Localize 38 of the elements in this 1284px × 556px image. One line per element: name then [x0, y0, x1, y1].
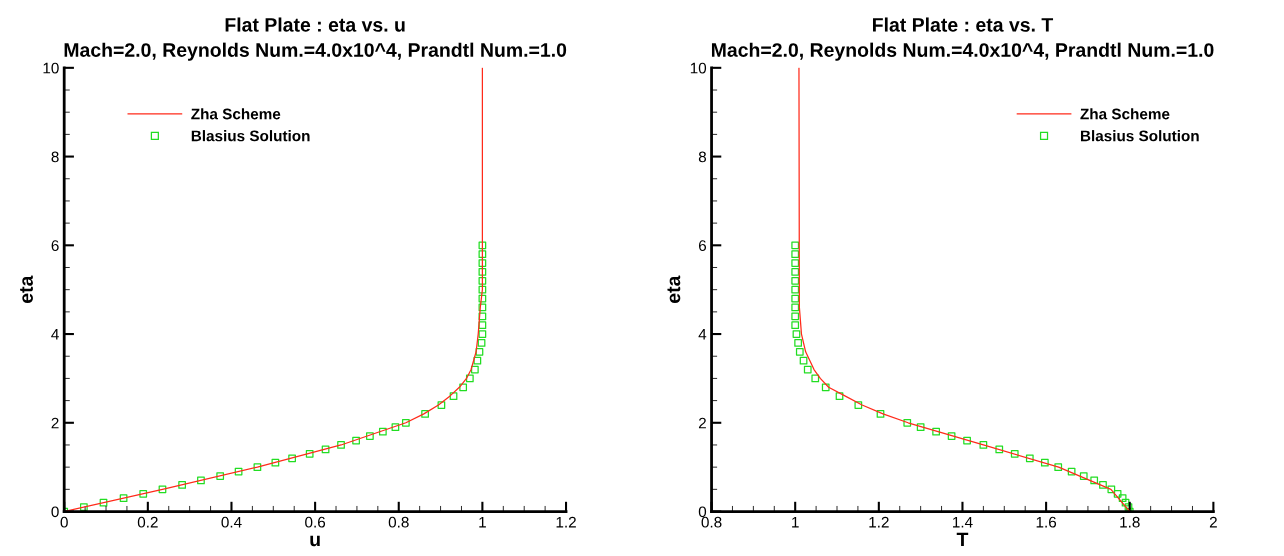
legend-label: Blasius Solution [1080, 130, 1199, 142]
x-tick-label: 1.6 [1036, 516, 1057, 528]
legend-label: Blasius Solution [191, 130, 310, 142]
x-tick-label: 1 [479, 516, 486, 528]
x-tick-label: 0.6 [305, 516, 326, 528]
y-tick-label: 6 [698, 240, 707, 251]
legend-label: Zha Scheme [1080, 108, 1170, 120]
x-tick-label: 0.4 [221, 516, 242, 528]
x-tick-label: 0.2 [137, 516, 158, 528]
y-tick-label: 6 [51, 240, 59, 251]
y-tick-label: 4 [698, 329, 707, 340]
y-tick-label: 2 [51, 417, 59, 429]
x-tick-label: 1.8 [1120, 516, 1140, 528]
x-tick-label: 1.4 [953, 516, 973, 528]
chart-title: Flat Plate : eta vs. u [225, 17, 405, 32]
chart-subtitle: Mach=2.0, Reynolds Num.=4.0x10^4, Prandtl Num.=1.0 [64, 42, 567, 61]
legend-label: Zha Scheme [191, 108, 281, 120]
x-tick-label: 1 [792, 516, 799, 528]
x-tick-label: 0.8 [388, 516, 409, 528]
x-axis-title: T [956, 532, 969, 547]
y-tick-label: 0 [51, 506, 59, 518]
y-tick-label: 8 [51, 151, 59, 163]
x-tick-label: 2 [1209, 516, 1217, 528]
y-tick-label: 10 [690, 62, 707, 74]
x-tick-label: 1.2 [869, 516, 889, 528]
chart-subtitle: Mach=2.0, Reynolds Num.=4.0x10^4, Prandtl Num.=1.0 [711, 42, 1214, 61]
y-tick-label: 2 [698, 417, 706, 429]
x-tick-label: 1.2 [556, 516, 576, 528]
chart-title: Flat Plate : eta vs. T [873, 17, 1054, 32]
x-tick-label: 0 [60, 516, 68, 528]
y-tick-label: 10 [43, 62, 59, 74]
y-axis-title: eta [20, 275, 33, 303]
y-tick-label: 8 [698, 151, 707, 163]
y-axis-title: eta [667, 275, 681, 303]
y-tick-label: 0 [698, 506, 707, 518]
x-tick-label: 0.8 [701, 516, 722, 528]
y-tick-label: 4 [51, 329, 59, 340]
x-axis-title: u [310, 535, 320, 547]
